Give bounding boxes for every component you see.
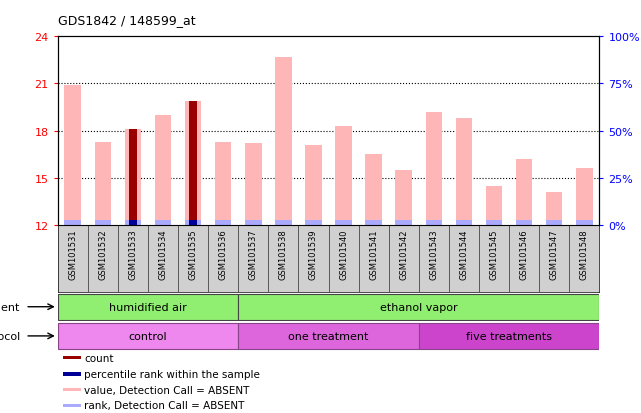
- Text: value, Detection Call = ABSENT: value, Detection Call = ABSENT: [84, 385, 249, 395]
- Text: GSM101540: GSM101540: [339, 229, 348, 279]
- Bar: [426, 221, 442, 225]
- Bar: [546, 192, 562, 225]
- Text: agent: agent: [0, 302, 20, 312]
- Text: GSM101544: GSM101544: [460, 229, 469, 279]
- Text: GSM101532: GSM101532: [98, 229, 107, 279]
- Bar: [245, 144, 262, 225]
- Text: count: count: [84, 353, 113, 363]
- Bar: [546, 221, 562, 225]
- Bar: [238, 294, 599, 320]
- Text: GSM101542: GSM101542: [399, 229, 408, 279]
- Text: GSM101538: GSM101538: [279, 229, 288, 279]
- Text: control: control: [129, 331, 167, 341]
- Text: GSM101539: GSM101539: [309, 229, 318, 279]
- Bar: [576, 169, 592, 225]
- Text: ethanol vapor: ethanol vapor: [380, 302, 458, 312]
- Bar: [419, 323, 599, 349]
- Text: GSM101531: GSM101531: [68, 229, 77, 279]
- Bar: [129, 130, 137, 225]
- Bar: [516, 159, 533, 225]
- Bar: [63, 356, 81, 359]
- Text: rank, Detection Call = ABSENT: rank, Detection Call = ABSENT: [84, 400, 245, 411]
- Bar: [516, 221, 533, 225]
- Bar: [129, 221, 137, 225]
- Bar: [58, 294, 238, 320]
- Bar: [456, 221, 472, 225]
- Bar: [124, 221, 141, 225]
- Text: one treatment: one treatment: [288, 331, 369, 341]
- Bar: [65, 221, 81, 225]
- Bar: [63, 372, 81, 376]
- Bar: [95, 142, 111, 225]
- Text: GSM101548: GSM101548: [580, 229, 589, 279]
- Text: GDS1842 / 148599_at: GDS1842 / 148599_at: [58, 14, 196, 27]
- Bar: [65, 86, 81, 225]
- Bar: [456, 119, 472, 225]
- Bar: [185, 102, 201, 225]
- Text: five treatments: five treatments: [466, 331, 552, 341]
- Bar: [185, 221, 201, 225]
- Bar: [395, 171, 412, 225]
- Text: GSM101545: GSM101545: [490, 229, 499, 279]
- Text: humidified air: humidified air: [109, 302, 187, 312]
- Bar: [189, 102, 197, 225]
- Bar: [245, 221, 262, 225]
- Bar: [215, 142, 231, 225]
- Bar: [365, 221, 382, 225]
- Text: percentile rank within the sample: percentile rank within the sample: [84, 369, 260, 379]
- Bar: [305, 221, 322, 225]
- Text: GSM101546: GSM101546: [520, 229, 529, 279]
- Bar: [395, 221, 412, 225]
- Bar: [58, 323, 238, 349]
- Bar: [275, 221, 292, 225]
- Bar: [154, 116, 171, 225]
- Text: GSM101537: GSM101537: [249, 229, 258, 279]
- Bar: [426, 112, 442, 225]
- Bar: [95, 221, 111, 225]
- Bar: [365, 155, 382, 225]
- Bar: [124, 130, 141, 225]
- Text: protocol: protocol: [0, 331, 20, 341]
- Bar: [275, 57, 292, 225]
- Bar: [335, 126, 352, 225]
- Bar: [154, 221, 171, 225]
- Bar: [238, 323, 419, 349]
- Bar: [189, 221, 197, 225]
- Bar: [215, 221, 231, 225]
- Text: GSM101543: GSM101543: [429, 229, 438, 279]
- Bar: [63, 388, 81, 392]
- Bar: [63, 404, 81, 407]
- Text: GSM101534: GSM101534: [158, 229, 167, 279]
- Bar: [576, 221, 592, 225]
- Text: GSM101535: GSM101535: [188, 229, 197, 279]
- Text: GSM101533: GSM101533: [128, 229, 137, 279]
- Bar: [335, 221, 352, 225]
- Text: GSM101541: GSM101541: [369, 229, 378, 279]
- Text: GSM101536: GSM101536: [219, 229, 228, 279]
- Bar: [486, 221, 503, 225]
- Bar: [486, 186, 503, 225]
- Text: GSM101547: GSM101547: [550, 229, 559, 279]
- Bar: [305, 145, 322, 225]
